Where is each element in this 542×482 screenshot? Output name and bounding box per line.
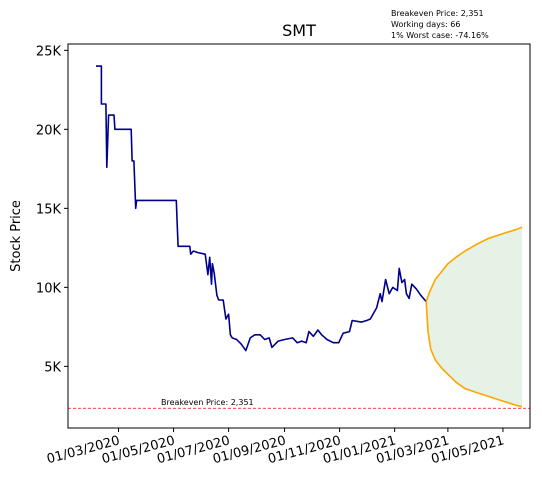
plot-frame bbox=[67, 43, 531, 429]
y-tick-label: 15K bbox=[36, 202, 62, 217]
forecast-band bbox=[426, 227, 522, 407]
y-axis-ticks: 5K 10K 15K 20K 25K bbox=[36, 44, 68, 375]
series-lines bbox=[96, 65, 523, 408]
annotation-line: Breakeven Price: 2,351 bbox=[391, 9, 484, 18]
breakeven-label: Breakeven Price: 2,351 bbox=[161, 398, 254, 407]
annotation-line: 1% Worst case: -74.16% bbox=[391, 31, 489, 40]
forecast-upper-line bbox=[425, 226, 523, 302]
annotation-box: Breakeven Price: 2,351 Working days: 66 1%… bbox=[391, 9, 489, 40]
y-tick-label: 10K bbox=[36, 281, 62, 296]
forecast-lower-line bbox=[425, 301, 523, 408]
y-tick-label: 20K bbox=[36, 123, 62, 138]
y-axis-label: Stock Price bbox=[9, 200, 24, 272]
chart-title: SMT bbox=[282, 21, 316, 40]
y-tick-label: 25K bbox=[36, 44, 62, 59]
x-axis-ticks: 01/03/202001/05/202001/07/202001/09/2020… bbox=[45, 428, 506, 467]
y-tick-label: 5K bbox=[44, 360, 61, 375]
breakeven-line-group: Breakeven Price: 2,351 bbox=[68, 398, 530, 409]
history-line bbox=[96, 65, 427, 352]
forecast-band-area bbox=[426, 227, 522, 407]
annotation-line: Working days: 66 bbox=[391, 20, 460, 29]
